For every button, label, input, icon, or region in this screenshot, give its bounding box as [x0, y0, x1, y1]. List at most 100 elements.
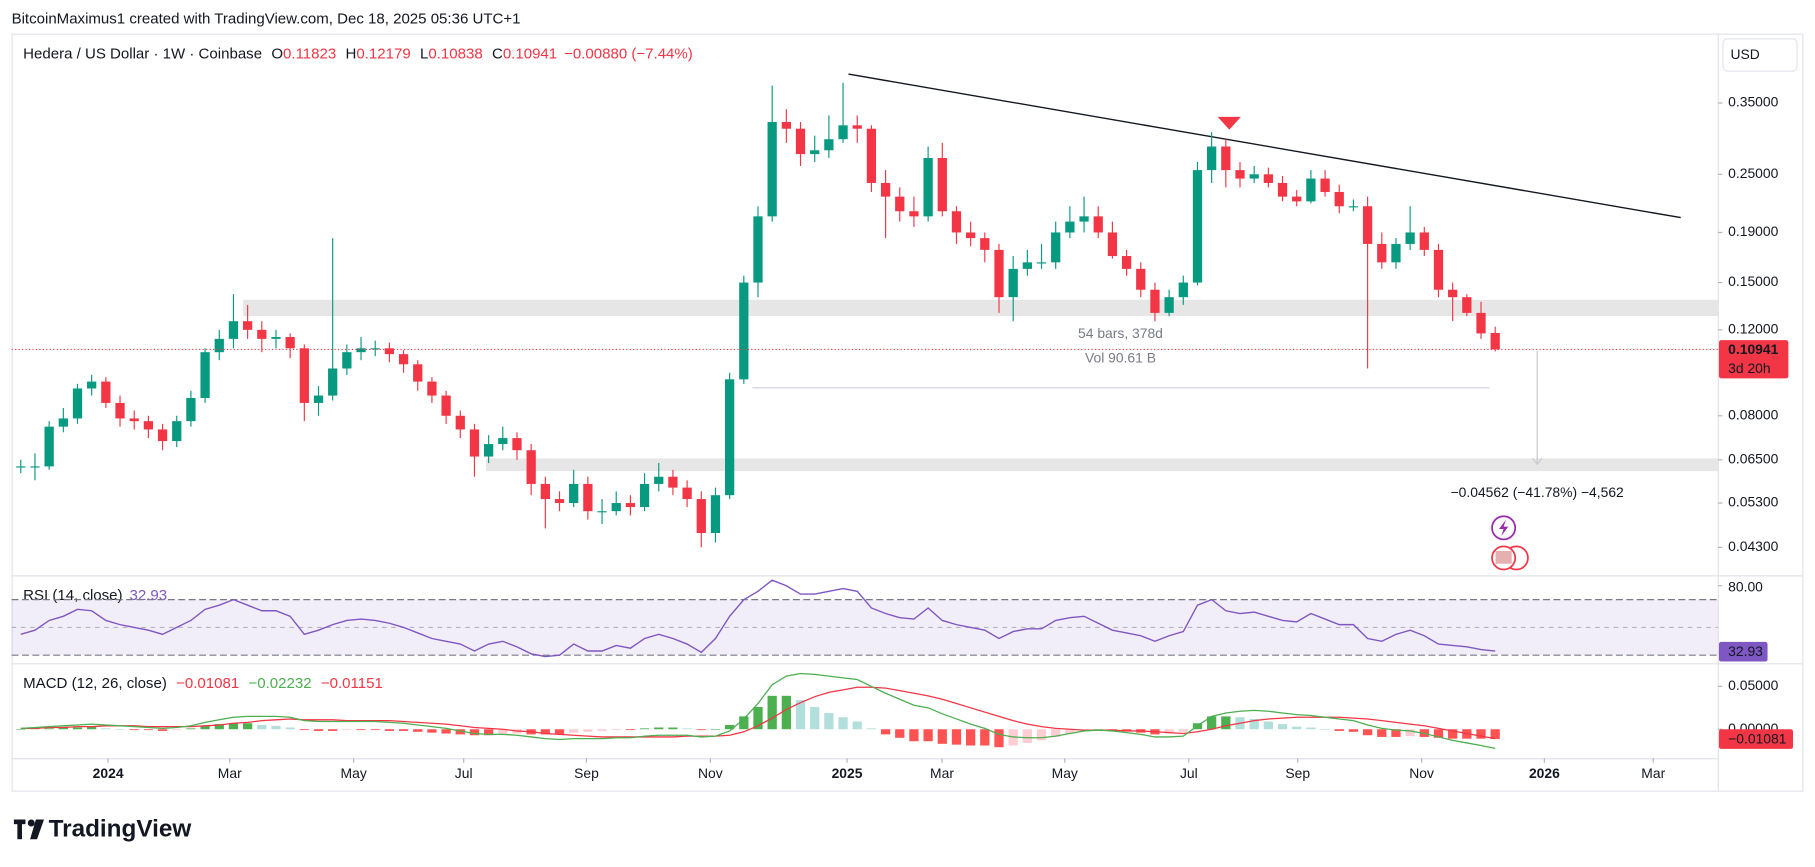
candle-body	[313, 395, 324, 403]
histogram-bar	[625, 729, 636, 731]
logo-mark	[27, 819, 35, 827]
candle-body	[838, 125, 848, 140]
candle-body	[143, 421, 154, 430]
candle-body	[1306, 178, 1316, 202]
y-tick-label: 0.08000	[1728, 406, 1778, 422]
candle-body	[186, 397, 196, 422]
candle-body	[342, 352, 352, 369]
histogram-bar	[696, 729, 706, 731]
histogram-bar	[328, 729, 338, 731]
ohlc-value: 0.12179	[356, 45, 410, 62]
histogram-bar	[554, 729, 565, 735]
histogram-bar	[58, 727, 68, 730]
candle-body	[951, 211, 962, 233]
x-tick-label: Nov	[698, 765, 723, 781]
y-tick-label: 0.05300	[1728, 494, 1778, 510]
candle-body	[937, 157, 947, 212]
histogram-bar	[228, 723, 239, 730]
symbol-title: Hedera / US Dollar · 1W · Coinbase	[23, 45, 262, 62]
candle-body	[1419, 232, 1429, 250]
candle-body	[1292, 196, 1302, 202]
histogram-bar	[810, 706, 820, 730]
macd-badge-label: −0.01081	[1728, 730, 1787, 746]
histogram-bar	[186, 728, 196, 730]
candle-body	[767, 121, 777, 217]
histogram-bar	[951, 729, 962, 745]
histogram-bar	[569, 729, 579, 733]
economic-event-icon[interactable]	[1491, 545, 1517, 571]
price-change: −0.00880 (−7.44%)	[564, 45, 693, 62]
candle-body	[1107, 232, 1118, 257]
candle-body	[810, 150, 820, 155]
histogram-bar	[498, 729, 508, 735]
histogram-bar	[469, 729, 480, 736]
currency-label: USD	[1731, 46, 1760, 62]
rsi-line	[20, 579, 1496, 658]
histogram-bar	[583, 729, 593, 732]
histogram-bar	[767, 695, 777, 730]
candle-body	[966, 232, 976, 239]
currency-button[interactable]	[1722, 38, 1798, 72]
candle-body	[157, 429, 168, 442]
histogram-bar	[994, 729, 1004, 748]
candle-body	[72, 388, 83, 419]
histogram-bar	[427, 729, 437, 733]
candle-body	[682, 487, 692, 500]
histogram-bar	[1362, 729, 1373, 736]
candle-body	[115, 402, 125, 419]
support-zone	[486, 458, 1718, 472]
histogram-bar	[1065, 729, 1075, 734]
candle-body	[214, 338, 224, 353]
candle-body	[1377, 243, 1387, 263]
histogram-bar	[200, 725, 210, 730]
ohlc-key: L	[420, 45, 428, 62]
candle-body	[1150, 289, 1160, 313]
y-tick-label: 80.00	[1728, 579, 1763, 595]
last-price-label: 0.10941	[1728, 341, 1778, 357]
histogram-bar	[1277, 724, 1288, 730]
candle-body	[1093, 216, 1103, 233]
histogram-bar	[271, 725, 281, 730]
histogram-bar	[483, 729, 494, 736]
candle-body	[1348, 206, 1359, 208]
histogram-bar	[1178, 729, 1188, 732]
histogram-bar	[16, 729, 26, 730]
histogram-bar	[739, 716, 749, 730]
candle-body	[1192, 170, 1203, 283]
x-tick-label: Mar	[1641, 765, 1665, 781]
candle-body	[639, 483, 650, 508]
macd-value: −0.01151	[321, 675, 383, 692]
candle-body	[1079, 216, 1089, 222]
histogram-bar	[72, 727, 83, 730]
histogram-bar	[1221, 716, 1231, 730]
ohlc-value: 0.10838	[428, 45, 482, 62]
histogram-bar	[398, 729, 409, 731]
candle-body	[1462, 297, 1472, 313]
y-tick-label: 0.05000	[1728, 677, 1778, 693]
last-price-badge	[1718, 340, 1789, 379]
histogram-bar	[157, 729, 168, 731]
x-tick-label: Nov	[1409, 765, 1434, 781]
candle-body	[1391, 243, 1401, 263]
projection-arrow	[1532, 458, 1543, 466]
candle-body	[625, 503, 636, 508]
candle-body	[328, 368, 338, 396]
y-tick-label: 0.19000	[1728, 223, 1778, 239]
candle-body	[795, 128, 806, 155]
candle-body	[285, 337, 295, 349]
candle-body	[271, 337, 281, 339]
candle-body	[1235, 170, 1245, 179]
histogram-bar	[313, 729, 324, 731]
candle-body	[1121, 256, 1132, 269]
histogram-bar	[285, 727, 295, 730]
candle-body	[441, 395, 451, 416]
candle-body	[257, 329, 267, 339]
histogram-bar	[455, 729, 465, 735]
histogram-bar	[966, 729, 976, 746]
candle-body	[455, 415, 465, 430]
x-tick-label: Mar	[218, 765, 242, 781]
histogram-bar	[257, 724, 267, 730]
